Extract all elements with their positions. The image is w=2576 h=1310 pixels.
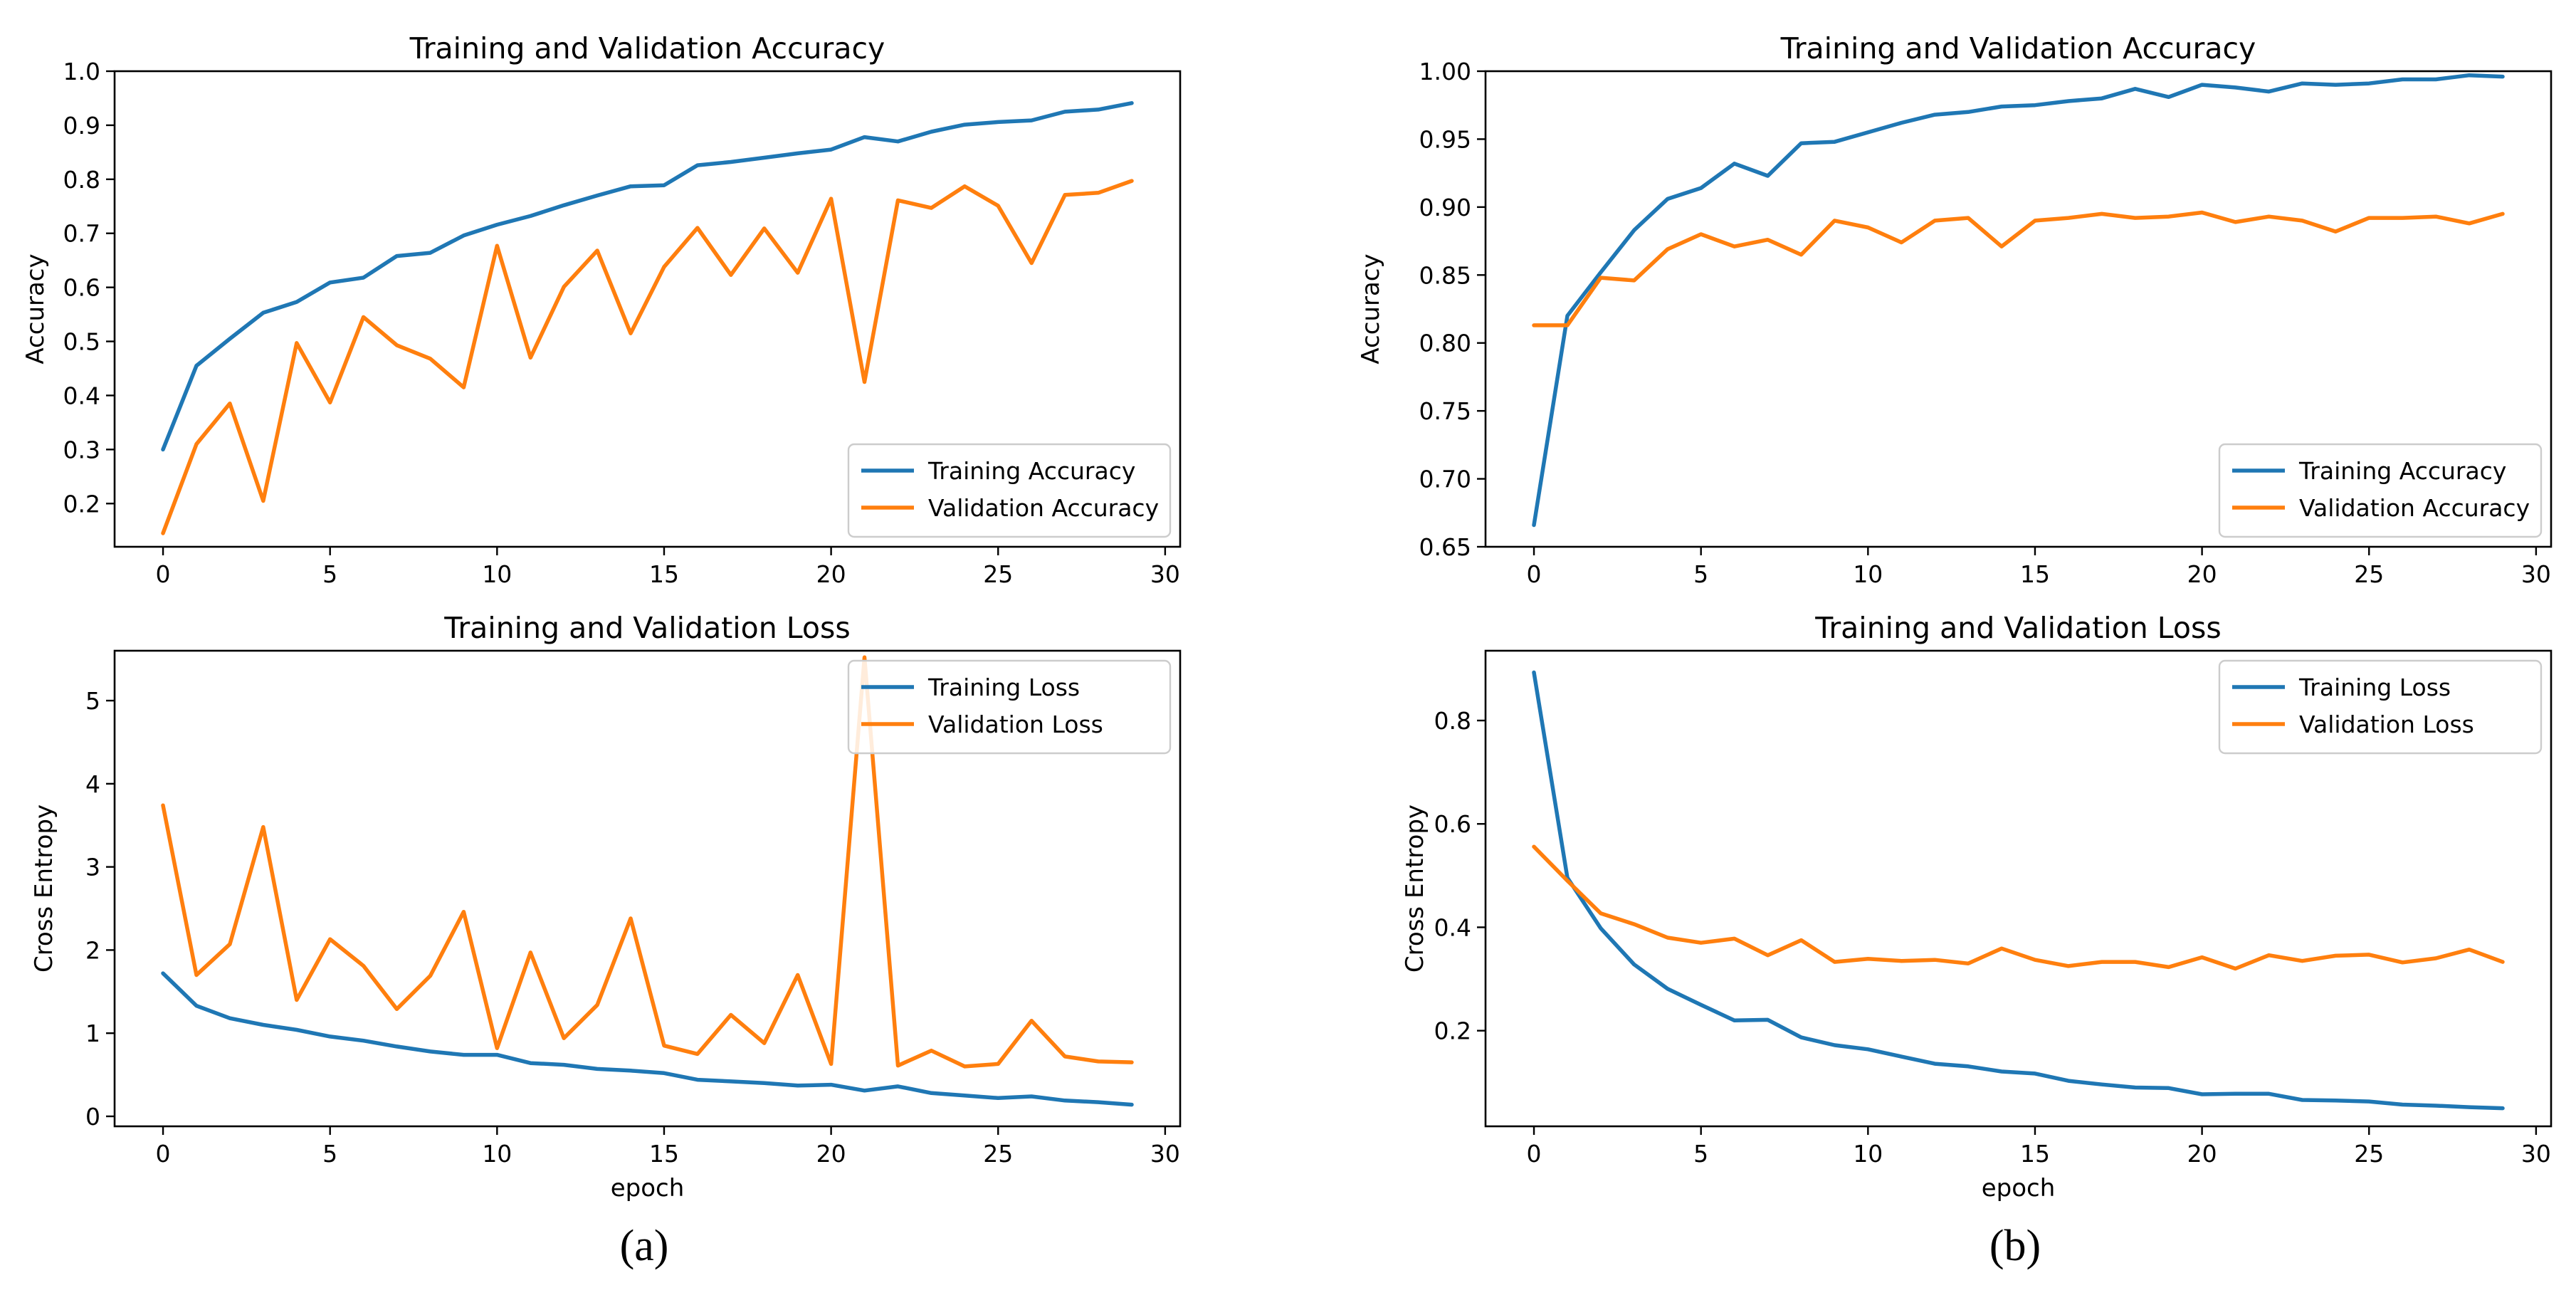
series-line-training-loss — [1532, 670, 2505, 1111]
chart-a-accuracy: Training and Validation Accuracy 0 5 10 15 20… — [21, 31, 1182, 588]
x-tick-label: 20 — [2187, 1140, 2217, 1168]
x-tick-label: 30 — [2521, 1140, 2551, 1168]
y-tick-label: 0.6 — [1434, 810, 1471, 838]
chart-b-loss: Training and Validation Loss 0 5 10 15 20 25 30… — [1401, 611, 2553, 1202]
x-tick-label: 0 — [156, 560, 171, 588]
x-tick-label: 20 — [816, 560, 846, 588]
plot-frame — [113, 649, 1182, 1128]
y-tick-label: 0.2 — [1434, 1017, 1471, 1045]
y-tick-label: 0.6 — [63, 274, 100, 302]
x-tick-label: 5 — [1693, 560, 1708, 588]
legend-box — [2218, 443, 2543, 538]
plot-frame — [1484, 70, 2553, 548]
y-tick-label: 0.2 — [63, 490, 100, 518]
x-tick-label: 25 — [983, 560, 1013, 588]
y-tick-label: 0.80 — [1419, 330, 1471, 357]
x-tick-label: 20 — [2187, 560, 2217, 588]
chart-b-accuracy: Training and Validation Accuracy 0 5 10 15 20… — [1357, 31, 2553, 588]
x-tick-label: 10 — [482, 1140, 512, 1168]
y-tick-label: 1.00 — [1419, 58, 1471, 85]
y-tick-label: 0.95 — [1419, 125, 1471, 153]
y-tick-label: 0.70 — [1419, 466, 1471, 493]
x-tick-label: 5 — [1693, 1140, 1708, 1168]
x-tick-label: 25 — [2354, 560, 2384, 588]
x-tick-label: 0 — [1527, 1140, 1542, 1168]
y-tick-label: 0.8 — [1434, 707, 1471, 735]
legend-label: Training Accuracy — [2298, 457, 2506, 485]
x-axis-label: epoch — [611, 1174, 685, 1202]
x-tick-label: 15 — [649, 1140, 679, 1168]
y-tick-label: 0.85 — [1419, 261, 1471, 289]
y-tick-label: 1.0 — [63, 58, 100, 85]
chart-title: Training and Validation Accuracy — [409, 31, 885, 66]
panel-label-a: (a) — [619, 1222, 669, 1270]
x-tick-label: 25 — [2354, 1140, 2384, 1168]
y-tick-label: 0.90 — [1419, 194, 1471, 221]
y-tick-label: 0.4 — [63, 382, 100, 409]
y-axis-label: Cross Entropy — [1401, 805, 1429, 973]
y-tick-label: 0.5 — [63, 328, 100, 356]
x-tick-label: 15 — [2020, 1140, 2050, 1168]
x-tick-label: 10 — [1853, 560, 1883, 588]
y-axis-label: Accuracy — [1357, 253, 1385, 364]
legend-label: Validation Accuracy — [928, 494, 1159, 522]
chart-title: Training and Validation Loss — [443, 611, 850, 645]
x-axis-label: epoch — [1982, 1174, 2056, 1202]
y-tick-label: 0.4 — [1434, 913, 1471, 941]
y-tick-label: 3 — [85, 854, 100, 881]
x-tick-label: 30 — [1150, 560, 1180, 588]
y-tick-label: 0.8 — [63, 166, 100, 194]
x-tick-label: 30 — [1150, 1140, 1180, 1168]
y-tick-label: 2 — [85, 936, 100, 964]
series-line-training-loss — [161, 971, 1134, 1107]
y-tick-label: 0.75 — [1419, 397, 1471, 425]
legend-box — [2218, 659, 2543, 755]
series-line-validation-loss — [161, 655, 1134, 1069]
x-tick-label: 25 — [983, 1140, 1013, 1168]
series-line-validation-loss — [1532, 844, 2505, 971]
x-tick-label: 5 — [322, 1140, 337, 1168]
chart-title: Training and Validation Loss — [1814, 611, 2221, 645]
series-line-validation-accuracy — [1532, 210, 2505, 328]
legend-label: Training Accuracy — [927, 457, 1135, 485]
panel-label-b: (b) — [1989, 1222, 2041, 1270]
legend-label: Validation Loss — [2299, 711, 2474, 738]
y-tick-label: 5 — [85, 687, 100, 715]
legend-label: Training Loss — [927, 674, 1080, 701]
x-tick-label: 5 — [322, 560, 337, 588]
x-tick-label: 30 — [2521, 560, 2551, 588]
x-tick-label: 15 — [2020, 560, 2050, 588]
series-line-training-accuracy — [161, 101, 1134, 452]
plot-frame — [1484, 649, 2553, 1128]
x-tick-label: 0 — [1527, 560, 1542, 588]
y-tick-label: 0 — [85, 1103, 100, 1131]
series-line-training-accuracy — [1532, 73, 2505, 528]
y-axis-label: Cross Entropy — [30, 805, 58, 973]
y-tick-label: 0.7 — [63, 220, 100, 248]
x-tick-label: 20 — [816, 1140, 846, 1168]
legend-box — [847, 443, 1172, 538]
x-tick-label: 0 — [156, 1140, 171, 1168]
legend-label: Validation Loss — [928, 711, 1103, 738]
series-line-validation-accuracy — [161, 179, 1134, 535]
legend-label: Training Loss — [2298, 674, 2451, 701]
y-tick-label: 0.3 — [63, 436, 100, 463]
y-tick-label: 0.65 — [1419, 533, 1471, 561]
x-tick-label: 10 — [482, 560, 512, 588]
legend-label: Validation Accuracy — [2299, 494, 2530, 522]
x-tick-label: 15 — [649, 560, 679, 588]
legend-box — [847, 659, 1172, 755]
y-axis-label: Accuracy — [21, 253, 50, 364]
x-tick-label: 10 — [1853, 1140, 1883, 1168]
chart-title: Training and Validation Accuracy — [1780, 31, 2256, 66]
plot-frame — [113, 70, 1182, 548]
y-tick-label: 0.9 — [63, 112, 100, 140]
y-tick-label: 1 — [85, 1020, 100, 1047]
y-tick-label: 4 — [85, 770, 100, 798]
